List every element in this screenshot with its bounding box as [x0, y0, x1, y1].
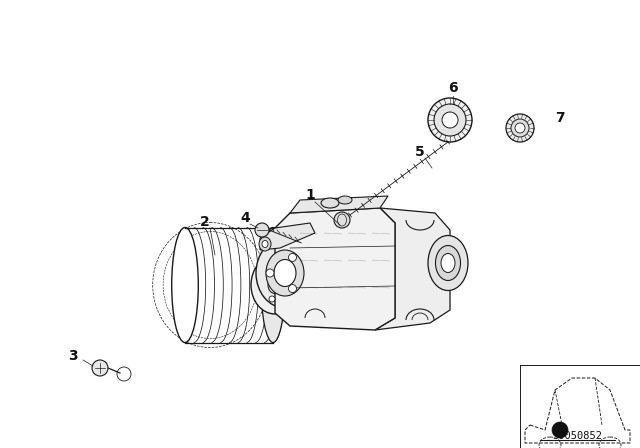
- Ellipse shape: [262, 241, 268, 247]
- Circle shape: [92, 360, 108, 376]
- Ellipse shape: [515, 123, 525, 133]
- Ellipse shape: [441, 254, 455, 272]
- Ellipse shape: [321, 198, 339, 208]
- Text: 30050852: 30050852: [552, 431, 602, 441]
- Circle shape: [289, 254, 296, 262]
- Text: 1: 1: [305, 188, 315, 202]
- Ellipse shape: [442, 112, 458, 128]
- Text: 5: 5: [415, 145, 425, 159]
- Ellipse shape: [266, 250, 304, 296]
- Polygon shape: [260, 223, 315, 250]
- Ellipse shape: [274, 259, 296, 287]
- Ellipse shape: [434, 104, 466, 136]
- Ellipse shape: [172, 228, 198, 343]
- Ellipse shape: [256, 238, 314, 308]
- Text: 7: 7: [555, 111, 565, 125]
- Text: 4: 4: [240, 211, 250, 225]
- Polygon shape: [275, 208, 395, 330]
- Circle shape: [289, 284, 296, 293]
- Polygon shape: [375, 208, 450, 330]
- Ellipse shape: [275, 272, 287, 290]
- Ellipse shape: [268, 276, 282, 293]
- Polygon shape: [290, 196, 388, 213]
- Ellipse shape: [428, 98, 472, 142]
- Circle shape: [275, 264, 280, 270]
- Text: 2: 2: [200, 215, 210, 229]
- Ellipse shape: [511, 119, 529, 137]
- Bar: [520, 365, 640, 448]
- Ellipse shape: [428, 236, 468, 290]
- Ellipse shape: [435, 246, 461, 280]
- Ellipse shape: [262, 269, 288, 301]
- Ellipse shape: [261, 228, 285, 343]
- Ellipse shape: [259, 237, 271, 251]
- Circle shape: [269, 296, 275, 302]
- Ellipse shape: [506, 114, 534, 142]
- Circle shape: [255, 223, 269, 237]
- Text: 6: 6: [448, 81, 458, 95]
- Text: 3: 3: [68, 349, 78, 363]
- Ellipse shape: [251, 256, 299, 314]
- Circle shape: [266, 269, 274, 277]
- Circle shape: [334, 212, 350, 228]
- Ellipse shape: [338, 196, 352, 204]
- Circle shape: [552, 422, 568, 438]
